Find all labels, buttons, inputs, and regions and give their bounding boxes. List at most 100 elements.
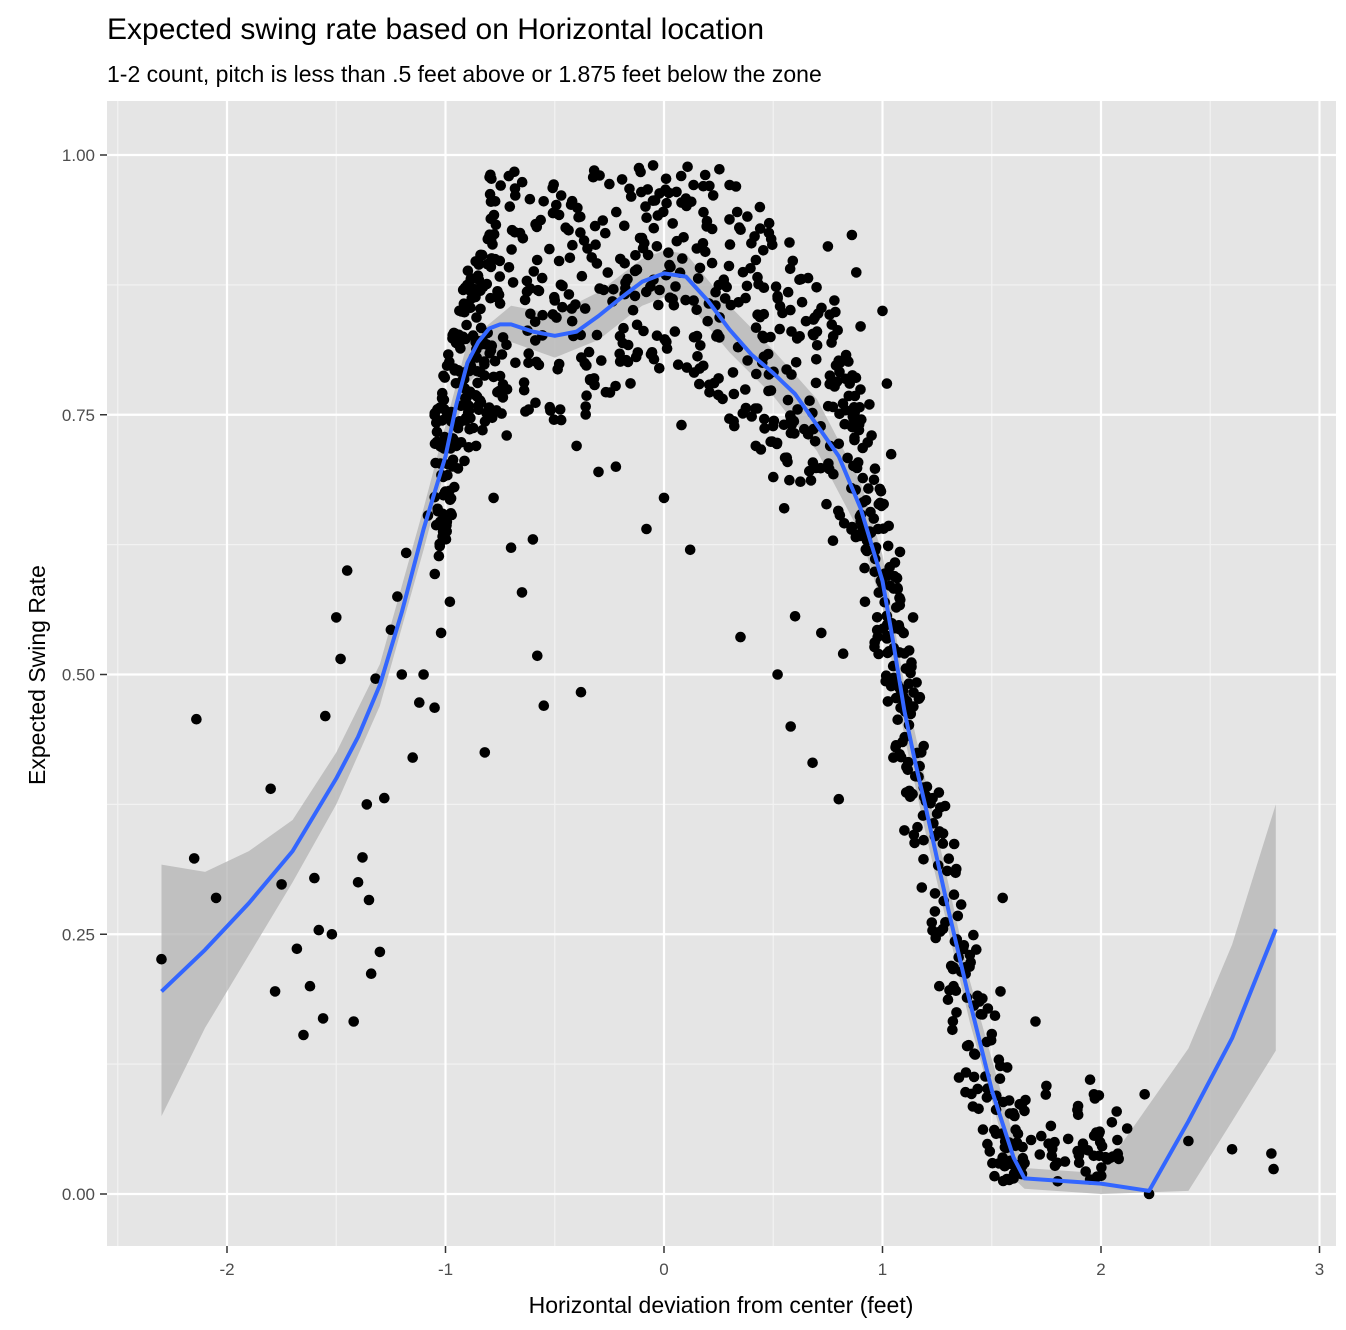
data-point <box>507 277 519 288</box>
data-point <box>584 375 596 386</box>
data-point <box>581 390 592 402</box>
data-point <box>591 329 603 341</box>
data-point <box>989 1010 1001 1021</box>
y-axis-ticks: 0.00 0.25 0.50 0.75 1.00 <box>62 146 107 1204</box>
data-point <box>604 387 616 398</box>
data-point <box>434 540 446 552</box>
data-point <box>531 254 543 266</box>
data-point <box>617 337 629 349</box>
data-point <box>740 384 751 395</box>
data-point <box>796 296 808 308</box>
data-point <box>782 394 794 406</box>
data-point <box>619 220 630 232</box>
data-point <box>576 270 588 282</box>
data-point <box>694 378 705 390</box>
data-point <box>604 178 615 190</box>
data-point <box>873 587 885 598</box>
data-point <box>600 227 611 239</box>
data-point <box>875 486 887 497</box>
data-point <box>654 363 665 374</box>
data-point <box>1036 1130 1047 1142</box>
data-point <box>188 853 200 864</box>
data-point <box>361 799 373 810</box>
data-point <box>461 319 472 331</box>
data-point <box>392 591 403 602</box>
data-point <box>684 544 696 556</box>
data-point <box>770 281 782 293</box>
data-point <box>692 273 704 284</box>
data-point <box>995 1060 1006 1072</box>
data-point <box>742 355 753 366</box>
data-point <box>958 940 970 951</box>
data-point <box>701 215 713 227</box>
data-point <box>481 339 493 350</box>
data-point <box>575 211 586 223</box>
data-point <box>429 702 440 713</box>
data-point <box>981 1092 993 1103</box>
data-point <box>865 506 876 518</box>
data-point <box>786 369 797 380</box>
data-point <box>640 201 651 212</box>
data-point <box>291 943 303 955</box>
data-point <box>648 222 660 234</box>
data-point <box>785 304 796 316</box>
data-point <box>1121 1123 1133 1134</box>
data-point <box>496 349 508 360</box>
data-point <box>952 910 964 922</box>
data-point <box>708 377 720 389</box>
data-point <box>503 170 515 182</box>
data-point <box>407 752 419 763</box>
data-point <box>724 239 736 250</box>
data-point <box>754 223 766 234</box>
data-point <box>309 872 320 884</box>
data-point <box>379 792 390 804</box>
data-point <box>984 1146 996 1157</box>
data-point <box>493 289 505 301</box>
data-point <box>533 359 545 371</box>
data-point <box>918 740 929 752</box>
data-point <box>857 472 869 484</box>
data-point <box>1072 1145 1083 1157</box>
data-point <box>789 611 801 622</box>
data-point <box>1096 1140 1108 1152</box>
data-point <box>313 924 325 936</box>
data-point <box>1089 1093 1101 1104</box>
data-point <box>516 587 528 598</box>
data-point <box>663 247 674 258</box>
data-point <box>576 352 587 363</box>
data-point <box>676 197 687 208</box>
data-point <box>482 258 493 270</box>
data-point <box>782 286 794 298</box>
data-point <box>688 179 699 191</box>
data-point <box>1096 1170 1107 1182</box>
data-point <box>589 220 601 232</box>
data-point <box>881 378 893 389</box>
data-point <box>590 239 601 250</box>
data-point <box>547 207 559 219</box>
y-tick-label: 0.75 <box>62 406 95 425</box>
data-point <box>856 414 867 425</box>
y-axis-title: Expected Swing Rate <box>24 565 50 785</box>
data-point <box>555 414 567 426</box>
data-point <box>811 354 822 365</box>
data-point <box>981 1036 993 1048</box>
data-point <box>503 262 515 273</box>
data-point <box>877 305 888 317</box>
data-point <box>625 378 636 389</box>
data-point <box>462 265 474 277</box>
data-point <box>457 305 469 316</box>
data-point <box>610 461 622 473</box>
data-point <box>536 272 548 284</box>
data-point <box>484 408 495 420</box>
data-point <box>580 401 591 412</box>
data-point <box>437 393 448 404</box>
data-point <box>969 1049 981 1060</box>
data-point <box>418 669 429 680</box>
data-point <box>608 284 619 295</box>
data-point <box>778 419 790 431</box>
data-point <box>934 980 945 992</box>
data-point <box>486 173 497 184</box>
data-point <box>1025 1134 1037 1146</box>
data-point <box>965 957 976 968</box>
data-point <box>477 281 489 293</box>
